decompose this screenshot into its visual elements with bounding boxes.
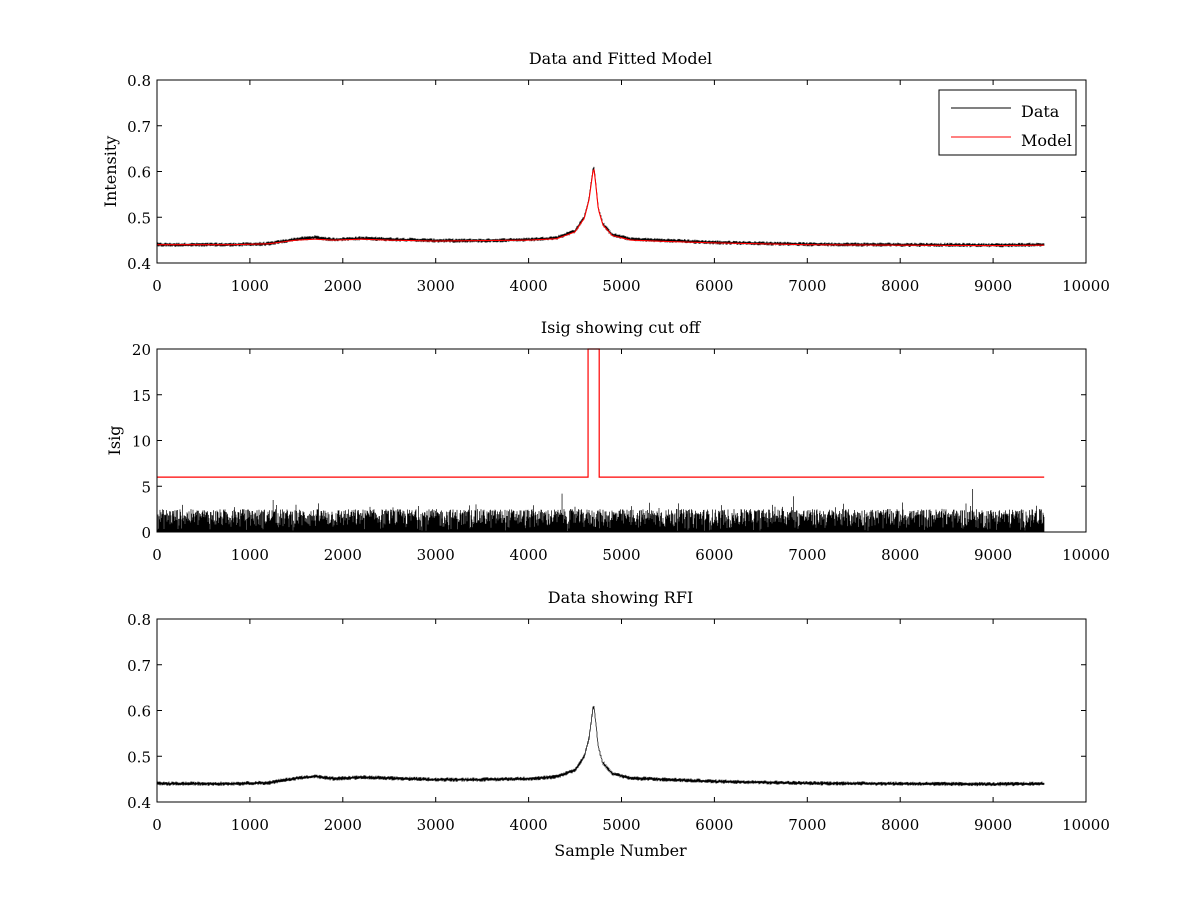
x-tick-label: 9000 — [974, 546, 1012, 564]
x-tick-label: 9000 — [974, 816, 1012, 834]
x-tick-label: 2000 — [324, 816, 362, 834]
x-tick-label: 9000 — [974, 277, 1012, 295]
x-tick-label: 0 — [152, 816, 162, 834]
x-tick-label: 1000 — [231, 546, 269, 564]
y-tick-label: 0.5 — [127, 748, 151, 766]
panel-1-legend: Data Model — [938, 89, 1077, 156]
y-tick-label: 0.4 — [127, 794, 151, 812]
y-tick-label: 0.8 — [127, 611, 151, 629]
y-tick-label: 0.5 — [127, 209, 151, 227]
y-tick-label: 0.6 — [127, 703, 151, 721]
panel-2-ylabel: Isig — [105, 426, 124, 456]
y-tick-label: 0.6 — [127, 164, 151, 182]
x-tick-label: 0 — [152, 277, 162, 295]
x-tick-label: 3000 — [417, 546, 455, 564]
x-tick-label: 10000 — [1062, 277, 1110, 295]
x-tick-label: 5000 — [602, 816, 640, 834]
x-tick-label: 6000 — [695, 816, 733, 834]
y-tick-label: 0.4 — [127, 255, 151, 273]
x-tick-label: 2000 — [324, 277, 362, 295]
y-tick-label: 0.7 — [127, 118, 151, 136]
x-tick-label: 10000 — [1062, 546, 1110, 564]
y-tick-label: 0.8 — [127, 72, 151, 90]
y-tick-label: 20 — [132, 341, 151, 359]
x-tick-label: 7000 — [788, 816, 826, 834]
panel-1-series-2 — [157, 168, 1045, 247]
y-tick-label: 5 — [141, 478, 151, 496]
panel-3-series-1 — [156, 705, 1045, 787]
x-tick-label: 10000 — [1062, 816, 1110, 834]
legend-model-label: Model — [1021, 131, 1072, 150]
y-tick-label: 10 — [132, 433, 151, 451]
x-tick-label: 4000 — [510, 816, 548, 834]
panel-3-title: Data showing RFI — [548, 588, 693, 607]
legend-box — [938, 89, 1077, 156]
x-tick-label: 8000 — [881, 277, 919, 295]
x-tick-label: 3000 — [417, 816, 455, 834]
x-tick-label: 8000 — [881, 816, 919, 834]
x-tick-label: 4000 — [510, 546, 548, 564]
x-tick-label: 8000 — [881, 546, 919, 564]
y-tick-label: 0 — [141, 524, 151, 542]
x-tick-label: 6000 — [695, 277, 733, 295]
x-tick-label: 0 — [152, 546, 162, 564]
x-tick-label: 3000 — [417, 277, 455, 295]
x-tick-label: 4000 — [510, 277, 548, 295]
x-tick-label: 1000 — [231, 816, 269, 834]
panel-2: Isig showing cut off Isig 0 1000 2000 3000 4… — [105, 318, 1110, 564]
panel-3: Data showing RFI Sample Number 0 1000 2000… — [127, 588, 1110, 860]
legend-data-label: Data — [1021, 102, 1060, 121]
panel-2-title: Isig showing cut off — [541, 318, 702, 337]
panel-1-ylabel: Intensity — [101, 136, 120, 208]
x-tick-label: 2000 — [324, 546, 362, 564]
x-tick-label: 7000 — [788, 277, 826, 295]
y-tick-label: 0.7 — [127, 657, 151, 675]
x-tick-label: 5000 — [602, 546, 640, 564]
panel-1-title: Data and Fitted Model — [529, 49, 712, 68]
x-tick-label: 5000 — [602, 277, 640, 295]
panel-3-xlabel: Sample Number — [554, 841, 687, 860]
y-tick-label: 15 — [132, 387, 151, 405]
x-tick-label: 1000 — [231, 277, 269, 295]
panel-1: Data and Fitted Model Intensity 0 1000 200… — [101, 49, 1110, 295]
x-tick-label: 6000 — [695, 546, 733, 564]
x-tick-label: 7000 — [788, 546, 826, 564]
